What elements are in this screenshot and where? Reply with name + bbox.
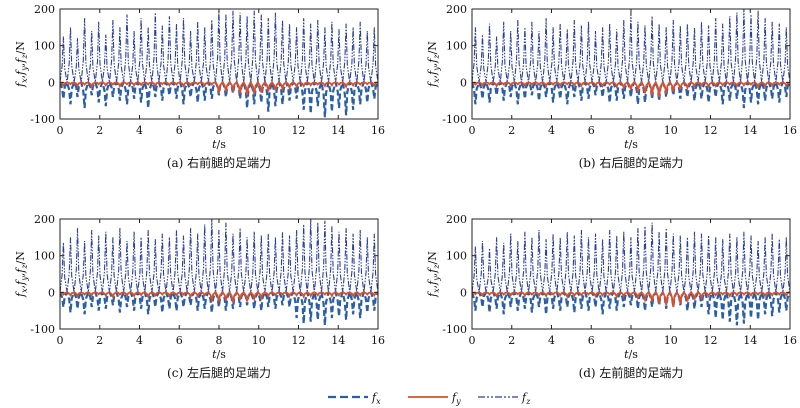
x-tick-label: 0 bbox=[469, 124, 476, 137]
y-tick-label: 0 bbox=[460, 286, 467, 299]
x-tick-label: 14 bbox=[331, 124, 345, 137]
x-tick-label: 10 bbox=[664, 334, 678, 347]
x-tick-label: 6 bbox=[176, 124, 183, 137]
x-axis-label: t/s bbox=[212, 138, 226, 151]
series-fx-line bbox=[472, 287, 790, 326]
x-tick-label: 4 bbox=[548, 124, 555, 137]
y-axis-label: fx,fy,fz/N bbox=[426, 251, 441, 298]
x-tick-label: 2 bbox=[96, 334, 103, 347]
x-tick-label: 8 bbox=[628, 334, 635, 347]
legend-label-fz: fz bbox=[521, 391, 531, 406]
subplot-b: 0 2 4 6 8 10 12 14 16-1000100200t/sfx,fy,fz/N(b)… bbox=[426, 3, 797, 170]
legend-label-fy: fy bbox=[451, 391, 461, 406]
y-tick-label: 200 bbox=[446, 213, 467, 226]
series-fx-line bbox=[60, 288, 378, 326]
y-tick-label: 100 bbox=[34, 40, 55, 53]
x-tick-label: 2 bbox=[96, 124, 103, 137]
x-tick-label: 12 bbox=[292, 124, 306, 137]
x-axis-label: t/s bbox=[624, 138, 638, 151]
y-axis-label: fx,fy,fz/N bbox=[14, 251, 29, 298]
x-tick-label: 4 bbox=[136, 124, 143, 137]
y-tick-label: 200 bbox=[34, 3, 55, 16]
subplot-caption: (a) 右前腿的足端力 bbox=[167, 155, 271, 170]
y-axis-label: fx,fy,fz/N bbox=[14, 41, 29, 88]
x-tick-label: 8 bbox=[216, 124, 223, 137]
subplot-c: 0 2 4 6 8 10 12 14 16-1000100200t/sfx,fy,fz/N(c)… bbox=[14, 213, 385, 380]
series-fy-line bbox=[472, 80, 790, 98]
x-tick-label: 16 bbox=[783, 334, 797, 347]
legend-label-fx: fx bbox=[371, 391, 381, 406]
x-tick-label: 10 bbox=[252, 124, 266, 137]
x-tick-label: 4 bbox=[548, 334, 555, 347]
x-tick-label: 2 bbox=[508, 334, 515, 347]
y-tick-label: 100 bbox=[34, 250, 55, 263]
y-tick-label: -100 bbox=[30, 323, 55, 336]
x-tick-label: 12 bbox=[704, 334, 718, 347]
x-tick-label: 10 bbox=[252, 334, 266, 347]
y-tick-label: -100 bbox=[442, 113, 467, 126]
x-tick-label: 2 bbox=[508, 124, 515, 137]
series-fz-line bbox=[472, 222, 790, 293]
x-tick-label: 0 bbox=[57, 124, 64, 137]
legend: fx fy fz bbox=[328, 391, 531, 406]
x-tick-label: 16 bbox=[371, 124, 385, 137]
plot-frame bbox=[59, 218, 379, 330]
series-fy-line bbox=[472, 290, 790, 308]
subplot-caption: (c) 左后腿的足端力 bbox=[167, 365, 271, 380]
x-tick-label: 6 bbox=[176, 334, 183, 347]
series-fz-line bbox=[472, 9, 790, 83]
series-fy-line bbox=[60, 290, 378, 304]
x-tick-label: 8 bbox=[216, 334, 223, 347]
y-tick-label: 200 bbox=[34, 213, 55, 226]
x-tick-label: 8 bbox=[628, 124, 635, 137]
y-tick-label: 100 bbox=[446, 250, 467, 263]
x-tick-label: 14 bbox=[743, 124, 757, 137]
series-fx-line bbox=[472, 78, 790, 109]
y-tick-label: -100 bbox=[30, 113, 55, 126]
x-tick-label: 0 bbox=[469, 334, 476, 347]
y-tick-label: 100 bbox=[446, 40, 467, 53]
subplot-a: 0 2 4 6 8 10 12 14 16-1000100200t/sfx,fy,fz/N(a)… bbox=[14, 3, 385, 170]
x-tick-label: 16 bbox=[783, 124, 797, 137]
x-tick-label: 6 bbox=[588, 124, 595, 137]
x-tick-label: 6 bbox=[588, 334, 595, 347]
subplot-d: 0 2 4 6 8 10 12 14 16-1000100200t/sfx,fy,fz/N(d)… bbox=[426, 213, 797, 380]
y-tick-label: 200 bbox=[446, 3, 467, 16]
x-tick-label: 4 bbox=[136, 334, 143, 347]
x-tick-label: 14 bbox=[743, 334, 757, 347]
x-tick-label: 10 bbox=[664, 124, 678, 137]
series-fy-line bbox=[60, 80, 378, 96]
x-tick-label: 12 bbox=[704, 124, 718, 137]
y-tick-label: -100 bbox=[442, 323, 467, 336]
y-tick-label: 0 bbox=[48, 286, 55, 299]
x-tick-label: 16 bbox=[371, 334, 385, 347]
series-fz-line bbox=[60, 219, 378, 293]
subplot-caption: (b) 右后腿的足端力 bbox=[579, 155, 684, 170]
y-axis-label: fx,fy,fz/N bbox=[426, 41, 441, 88]
x-axis-label: t/s bbox=[624, 348, 638, 361]
y-tick-label: 0 bbox=[48, 76, 55, 89]
x-tick-label: 0 bbox=[57, 334, 64, 347]
x-tick-label: 12 bbox=[292, 334, 306, 347]
x-axis-label: t/s bbox=[212, 348, 226, 361]
y-tick-label: 0 bbox=[460, 76, 467, 89]
x-tick-label: 14 bbox=[331, 334, 345, 347]
series-fz-line bbox=[60, 10, 378, 83]
subplot-caption: (d) 左前腿的足端力 bbox=[579, 365, 684, 380]
series-fx-line bbox=[60, 77, 378, 118]
